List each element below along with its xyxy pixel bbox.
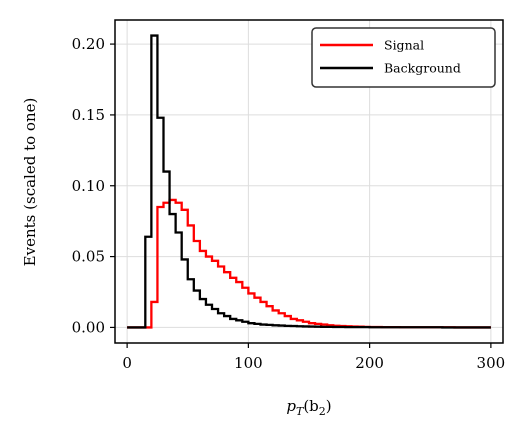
x-tick-label: 300 xyxy=(477,354,506,372)
legend-label-signal: Signal xyxy=(384,38,424,53)
x-axis-ticks: 0 100 200 300 xyxy=(122,343,505,372)
y-tick-label: 0.20 xyxy=(72,35,105,53)
y-axis-ticks: 0.00 0.05 0.10 0.15 0.20 xyxy=(72,35,115,336)
y-tick-label: 0.00 xyxy=(72,318,105,336)
plot-frame xyxy=(114,19,504,344)
legend: Signal Background xyxy=(311,27,496,88)
series-line-signal xyxy=(127,198,491,329)
y-axis-label: Events (scaled to one) xyxy=(21,98,39,267)
x-tick-label: 0 xyxy=(122,354,132,372)
y-tick-label: 0.10 xyxy=(72,177,105,195)
legend-label-background: Background xyxy=(384,61,461,76)
x-tick-label: 100 xyxy=(234,354,263,372)
series-layer xyxy=(127,34,491,329)
y-tick-label: 0.05 xyxy=(72,248,105,266)
x-axis-label: pT(b2) xyxy=(286,397,331,418)
series-line-background xyxy=(127,34,491,329)
x-tick-label: 200 xyxy=(355,354,384,372)
y-tick-label: 0.15 xyxy=(72,106,105,124)
legend-box xyxy=(311,27,496,88)
